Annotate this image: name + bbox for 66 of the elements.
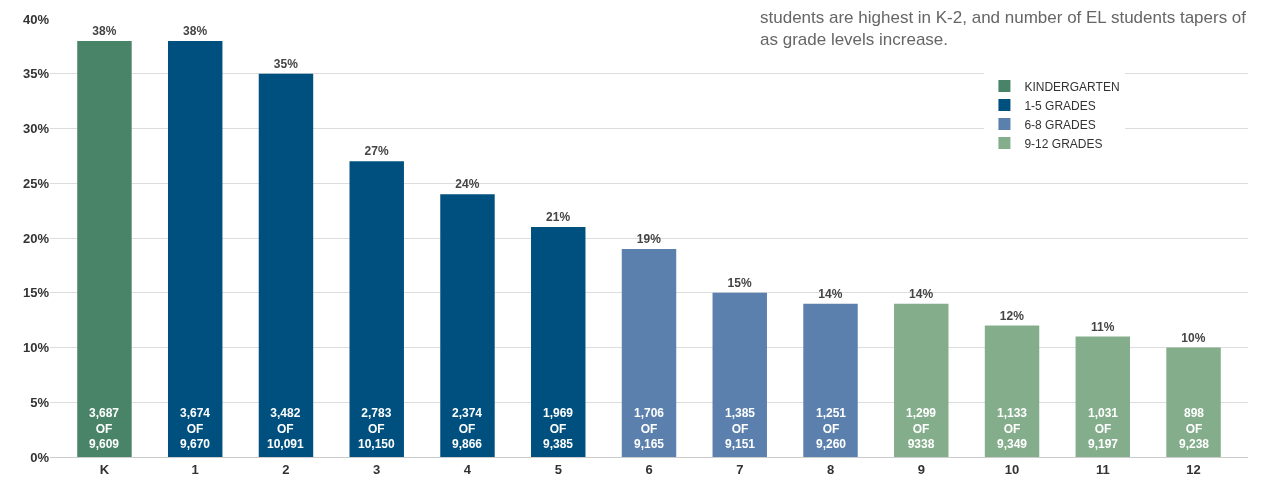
- x-tick-label: 1: [191, 461, 199, 477]
- x-tick-label: 8: [826, 461, 835, 477]
- bar: [258, 73, 314, 457]
- bar: [440, 194, 495, 457]
- y-tick-label: 5%: [30, 394, 50, 410]
- y-tick-label: 15%: [22, 285, 50, 301]
- annotation: students are highest in K-2, and number of EL students tapers of as grade levels increase.: [760, 8, 1247, 50]
- data-label: 35%: [273, 56, 299, 71]
- bar: [894, 303, 949, 457]
- x-tick-label: 9: [917, 461, 925, 477]
- data-label: 38%: [92, 23, 117, 38]
- y-tick-label: 0%: [30, 449, 50, 465]
- bar: [1166, 347, 1221, 457]
- bar: [1075, 336, 1131, 457]
- data-label: 27%: [364, 144, 389, 159]
- annotation: 3,687 OF 9,609: [89, 406, 120, 452]
- data-label: 11%: [1090, 319, 1115, 334]
- annotation: 3,482 OF 10,091: [267, 406, 305, 452]
- annotation: 1,031 OF 9,197: [1088, 406, 1119, 452]
- annotation: 1,251 OF 9,260: [816, 406, 847, 452]
- bar: [349, 161, 404, 457]
- annotation: 1,133 OF 9,349: [997, 406, 1028, 452]
- x-tick-label: 6: [645, 461, 653, 477]
- annotation: 898 OF 9,238: [1179, 406, 1210, 452]
- bar: [621, 248, 677, 457]
- data-label: 19%: [636, 231, 662, 246]
- bar: [803, 303, 858, 457]
- annotation: 1,385 OF 9,151: [725, 406, 756, 452]
- legend-label: KINDERGARTEN: [1024, 79, 1120, 94]
- y-tick-label: 10%: [22, 340, 50, 356]
- bar: [712, 292, 767, 457]
- annotation: 1,299 OF 9338: [906, 406, 937, 452]
- x-tick-label: 2: [282, 461, 290, 477]
- y-tick-label: 35%: [22, 66, 50, 82]
- legend-label: 6-8 GRADES: [1024, 117, 1096, 132]
- annotation: 2,783 OF 10,150: [358, 406, 396, 452]
- y-tick-label: 25%: [22, 175, 50, 191]
- data-label: 14%: [818, 286, 843, 301]
- y-tick-label: 20%: [22, 230, 50, 246]
- legend-label: 9-12 GRADES: [1024, 136, 1103, 151]
- x-tick-label: 4: [463, 461, 472, 477]
- data-label: 14%: [909, 286, 934, 301]
- x-tick-label: 3: [373, 461, 381, 477]
- bar: [77, 40, 132, 457]
- data-label: 12%: [999, 308, 1025, 323]
- annotation: 3,674 OF 9,670: [180, 406, 211, 452]
- data-label: 15%: [727, 275, 752, 290]
- x-tick-label: 11: [1095, 461, 1110, 477]
- x-tick-label: 10: [1004, 461, 1020, 477]
- bar: [531, 227, 586, 457]
- data-label: 21%: [546, 210, 571, 225]
- bar: [167, 40, 223, 457]
- x-tick-label: K: [99, 461, 110, 477]
- data-label: 10%: [1181, 330, 1206, 345]
- bar: [984, 325, 1040, 457]
- annotation: 2,374 OF 9,866: [452, 406, 483, 452]
- y-tick-label: 30%: [22, 121, 50, 137]
- data-label: 24%: [455, 177, 480, 192]
- data-label: 38%: [183, 23, 208, 38]
- annotation: 1,969 OF 9,385: [543, 406, 574, 452]
- y-tick-label: 40%: [22, 11, 50, 27]
- x-tick-label: 7: [736, 461, 744, 477]
- x-tick-label: 12: [1186, 461, 1201, 477]
- x-tick-label: 5: [554, 461, 562, 477]
- legend-label: 1-5 GRADES: [1024, 98, 1096, 113]
- annotation: 1,706 OF 9,165: [634, 406, 665, 452]
